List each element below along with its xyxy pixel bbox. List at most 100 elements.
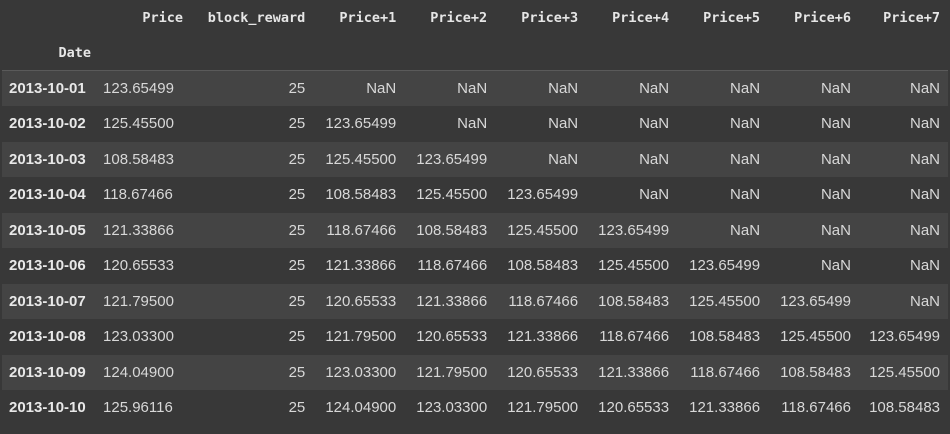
row-index-date: 2013-10-05 — [9, 221, 86, 239]
cell-price-7: NaN — [909, 221, 940, 239]
column-header-price-3: Price+3 — [521, 9, 579, 26]
cell-price-2: 120.65533 — [416, 328, 488, 346]
cell-price-7: NaN — [909, 257, 940, 275]
row-index-date: 2013-10-07 — [9, 292, 86, 310]
cell-price: 123.65499 — [103, 80, 174, 97]
cell-block-reward: 25 — [288, 399, 306, 417]
cell-price-1: 120.65533 — [325, 292, 397, 310]
cell-price-4: 121.33866 — [598, 363, 670, 381]
index-name-header: Date — [58, 44, 92, 61]
cell-price: 121.33866 — [103, 221, 174, 239]
cell-price-1: 123.65499 — [325, 115, 397, 133]
cell-price-4: NaN — [639, 115, 670, 133]
cell-price: 118.67466 — [103, 186, 173, 204]
cell-price-5: NaN — [730, 221, 761, 239]
table-row: 2013-10-07 121.79500 25 120.65533 121.33866 1… — [2, 283, 948, 319]
cell-price: 124.04900 — [103, 363, 174, 381]
column-header-row: Price block_reward Price+1 Price+2 Price+3 Pr… — [2, 0, 948, 35]
cell-block-reward: 25 — [288, 186, 306, 204]
cell-price-5: 118.67466 — [690, 363, 761, 381]
row-index-date: 2013-10-02 — [9, 115, 86, 133]
cell-price-6: 123.65499 — [780, 292, 851, 310]
cell-price-4: 123.65499 — [598, 221, 670, 239]
cell-price-4: NaN — [639, 80, 670, 97]
row-index-date: 2013-10-03 — [9, 150, 86, 168]
cell-price-5: NaN — [730, 115, 761, 133]
cell-price-7: 125.45500 — [869, 363, 940, 381]
cell-price-5: 121.33866 — [689, 399, 761, 417]
row-index-date: 2013-10-08 — [9, 328, 86, 346]
table-row: 2013-10-02 125.45500 25 123.65499 NaN NaN NaN N… — [2, 106, 948, 142]
cell-price-6: 125.45500 — [780, 328, 851, 346]
table-body: 2013-10-01 123.65499 25 NaN NaN NaN NaN NaN NaN N… — [2, 70, 948, 426]
cell-price-4: NaN — [639, 186, 670, 204]
cell-price: 120.65533 — [103, 257, 174, 275]
row-index-date: 2013-10-09 — [9, 363, 86, 381]
table-row: 2013-10-05 121.33866 25 118.67466 108.58483 1… — [2, 212, 948, 248]
table-row: 2013-10-04 118.67466 25 108.58483 125.45500 1… — [2, 177, 948, 213]
cell-price-3: 125.45500 — [507, 221, 579, 239]
cell-block-reward: 25 — [288, 115, 306, 133]
cell-price-2: NaN — [457, 115, 488, 133]
cell-price: 123.03300 — [103, 328, 174, 346]
column-header-price: Price — [142, 9, 183, 26]
cell-price-7: NaN — [909, 115, 940, 133]
column-header-price-6: Price+6 — [794, 9, 851, 26]
cell-price-6: NaN — [820, 186, 851, 204]
cell-price-1: 124.04900 — [325, 399, 397, 417]
cell-price-3: NaN — [548, 150, 579, 168]
dataframe-table: Price block_reward Price+1 Price+2 Price+3 Pr… — [2, 0, 948, 426]
cell-price-1: 125.45500 — [325, 150, 397, 168]
cell-price-1: 123.03300 — [325, 363, 397, 381]
cell-price-4: 108.58483 — [598, 292, 670, 310]
cell-price-7: NaN — [909, 150, 940, 168]
column-header-price-4: Price+4 — [612, 9, 670, 26]
cell-price-3: 120.65533 — [507, 363, 579, 381]
cell-price-3: 108.58483 — [507, 257, 579, 275]
column-header-block-reward: block_reward — [207, 9, 306, 26]
cell-price-2: 123.65499 — [416, 150, 488, 168]
cell-price-6: 118.67466 — [781, 399, 851, 417]
cell-block-reward: 25 — [288, 150, 306, 168]
cell-price-5: NaN — [730, 186, 761, 204]
cell-price-4: NaN — [639, 150, 670, 168]
cell-price-7: NaN — [909, 186, 940, 204]
cell-price: 108.58483 — [103, 150, 174, 168]
cell-price-2: 121.33866 — [416, 292, 488, 310]
column-header-price-7: Price+7 — [883, 9, 940, 26]
table-row: 2013-10-08 123.03300 25 121.79500 120.65533 1… — [2, 319, 948, 355]
cell-price-6: NaN — [820, 80, 851, 97]
index-name-spacer — [99, 35, 948, 71]
cell-price-5: NaN — [730, 80, 761, 97]
cell-price-5: 125.45500 — [689, 292, 761, 310]
cell-price-7: 123.65499 — [869, 328, 940, 346]
cell-price-5: 123.65499 — [689, 257, 761, 275]
cell-price-7: 108.58483 — [869, 399, 940, 417]
cell-block-reward: 25 — [288, 257, 306, 275]
row-index-date: 2013-10-04 — [9, 186, 86, 204]
column-header-price-1: Price+1 — [339, 9, 397, 26]
cell-price-3: NaN — [548, 115, 579, 133]
cell-price-3: 118.67466 — [508, 292, 579, 310]
cell-block-reward: 25 — [288, 292, 306, 310]
index-name-row: Date — [2, 35, 948, 71]
row-index-date: 2013-10-01 — [9, 80, 86, 97]
cell-price: 121.79500 — [103, 292, 174, 310]
cell-block-reward: 25 — [288, 221, 306, 239]
cell-price-1: 121.33866 — [325, 257, 397, 275]
table-header: Price block_reward Price+1 Price+2 Price+3 Pr… — [2, 0, 948, 71]
cell-price-2: 125.45500 — [416, 186, 488, 204]
cell-price-2: NaN — [457, 80, 488, 97]
table-row: 2013-10-01 123.65499 25 NaN NaN NaN NaN NaN NaN N… — [2, 70, 948, 106]
cell-price-3: NaN — [548, 80, 579, 97]
cell-price-3: 121.33866 — [507, 328, 579, 346]
cell-block-reward: 25 — [288, 328, 306, 346]
row-index-date: 2013-10-06 — [9, 257, 86, 275]
cell-price-6: NaN — [820, 257, 851, 275]
column-header-price-2: Price+2 — [430, 9, 488, 26]
column-header-price-5: Price+5 — [703, 9, 761, 26]
cell-price: 125.45500 — [103, 115, 174, 133]
table-row: 2013-10-09 124.04900 25 123.03300 121.79500 1… — [2, 354, 948, 390]
cell-price-4: 125.45500 — [598, 257, 670, 275]
